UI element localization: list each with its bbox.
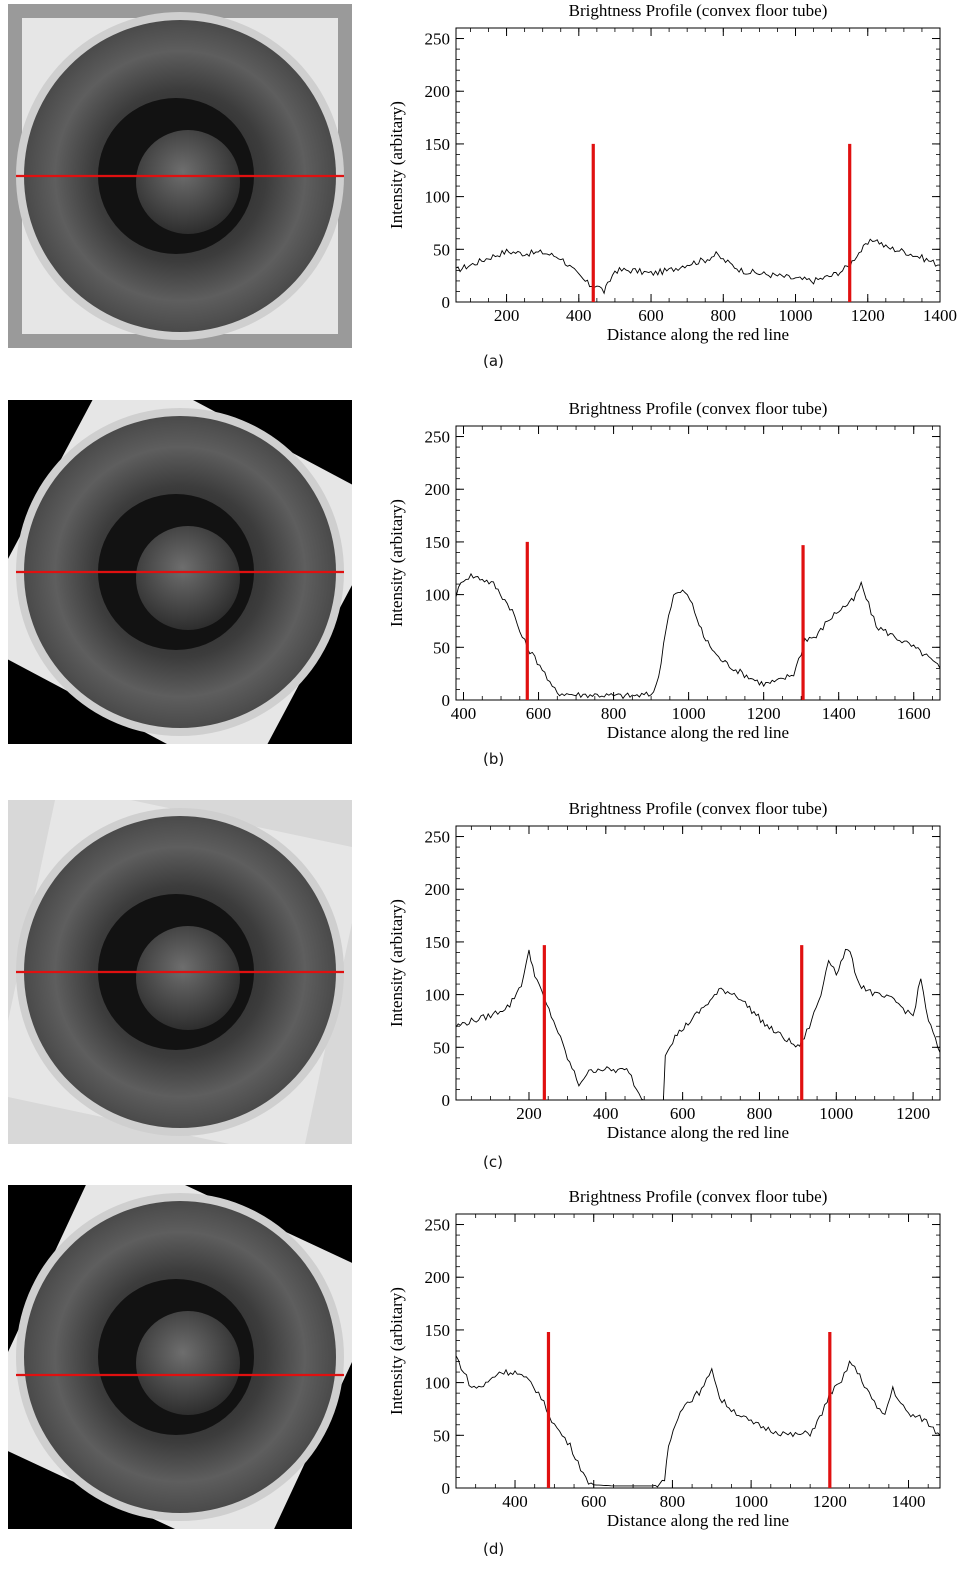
- y-axis-label: Intensity (arbitary): [387, 1287, 406, 1415]
- y-tick-label: 0: [442, 1479, 451, 1498]
- x-tick-label: 1400: [892, 1492, 926, 1511]
- panel-label: (a): [483, 352, 504, 370]
- x-tick-label: 600: [638, 306, 664, 325]
- y-tick-label: 250: [425, 30, 451, 49]
- x-tick-label: 1200: [896, 1104, 930, 1123]
- x-tick-label: 600: [670, 1104, 696, 1123]
- x-tick-label: 1400: [822, 704, 856, 723]
- x-axis-label: Distance along the red line: [607, 723, 789, 742]
- x-tick-label: 800: [747, 1104, 773, 1123]
- y-tick-label: 150: [425, 933, 451, 952]
- y-axis-label: Intensity (arbitary): [387, 499, 406, 627]
- tube-photo: [8, 4, 352, 348]
- x-tick-label: 1200: [813, 1492, 847, 1511]
- chart-title: Brightness Profile (convex floor tube): [569, 1, 828, 20]
- chart-title: Brightness Profile (convex floor tube): [569, 1187, 828, 1206]
- y-tick-label: 200: [425, 82, 451, 101]
- brightness-series-line: [455, 572, 941, 700]
- x-tick-label: 1000: [819, 1104, 853, 1123]
- plot-frame: [455, 825, 941, 1101]
- y-tick-label: 250: [425, 428, 451, 447]
- y-tick-label: 150: [425, 1321, 451, 1340]
- brightness-profile-chart: Brightness Profile (convex floor tube) 40…: [380, 1186, 960, 1586]
- x-tick-label: 1400: [923, 306, 957, 325]
- x-axis-label: Distance along the red line: [607, 325, 789, 344]
- tube-photo: [8, 1185, 352, 1529]
- y-tick-label: 200: [425, 480, 451, 499]
- y-tick-label: 50: [433, 638, 450, 657]
- y-tick-label: 150: [425, 533, 451, 552]
- x-tick-label: 400: [502, 1492, 528, 1511]
- brightness-profile-chart: Brightness Profile (convex floor tube) 20…: [380, 0, 960, 400]
- x-axis-label: Distance along the red line: [607, 1123, 789, 1142]
- brightness-series-line: [455, 1355, 941, 1488]
- y-tick-label: 50: [433, 240, 450, 259]
- y-tick-label: 100: [425, 1374, 451, 1393]
- tube-core: [136, 130, 240, 234]
- y-tick-label: 250: [425, 1216, 451, 1235]
- x-axis-label: Distance along the red line: [607, 1511, 789, 1530]
- brightness-profile-chart: Brightness Profile (convex floor tube) 20…: [380, 798, 960, 1198]
- x-tick-label: 1000: [779, 306, 813, 325]
- x-tick-label: 400: [593, 1104, 619, 1123]
- x-tick-label: 400: [451, 704, 477, 723]
- y-tick-label: 100: [425, 986, 451, 1005]
- x-tick-label: 600: [581, 1492, 607, 1511]
- y-tick-label: 0: [442, 691, 451, 710]
- y-tick-label: 50: [433, 1426, 450, 1445]
- brightness-profile-chart: Brightness Profile (convex floor tube) 40…: [380, 398, 960, 798]
- panel-label: (c): [483, 1153, 503, 1171]
- x-tick-label: 200: [516, 1104, 542, 1123]
- x-tick-label: 600: [526, 704, 552, 723]
- brightness-series-line: [455, 948, 941, 1101]
- y-tick-label: 250: [425, 828, 451, 847]
- y-tick-label: 150: [425, 135, 451, 154]
- y-tick-label: 100: [425, 586, 451, 605]
- y-tick-label: 100: [425, 188, 451, 207]
- y-tick-label: 0: [442, 293, 451, 312]
- y-tick-label: 0: [442, 1091, 451, 1110]
- x-tick-label: 800: [601, 704, 627, 723]
- panel-label: (d): [483, 1540, 505, 1558]
- tube-core: [136, 526, 240, 630]
- x-tick-label: 400: [566, 306, 592, 325]
- panel-label: (b): [483, 750, 505, 768]
- x-tick-label: 1000: [734, 1492, 768, 1511]
- tube-photo: [8, 800, 352, 1144]
- y-tick-label: 50: [433, 1038, 450, 1057]
- x-tick-label: 1600: [897, 704, 931, 723]
- x-tick-label: 800: [711, 306, 737, 325]
- x-tick-label: 200: [494, 306, 520, 325]
- x-tick-label: 800: [660, 1492, 686, 1511]
- y-axis-label: Intensity (arbitary): [387, 101, 406, 229]
- chart-title: Brightness Profile (convex floor tube): [569, 399, 828, 418]
- plot-frame: [455, 1213, 941, 1489]
- x-tick-label: 1200: [747, 704, 781, 723]
- plot-frame: [455, 27, 941, 303]
- x-tick-label: 1000: [672, 704, 706, 723]
- y-tick-label: 200: [425, 880, 451, 899]
- tube-photo: [8, 400, 352, 744]
- chart-title: Brightness Profile (convex floor tube): [569, 799, 828, 818]
- y-axis-label: Intensity (arbitary): [387, 899, 406, 1027]
- brightness-series-line: [455, 238, 940, 295]
- tube-core: [136, 926, 240, 1030]
- x-tick-label: 1200: [851, 306, 885, 325]
- tube-core: [136, 1311, 240, 1415]
- y-tick-label: 200: [425, 1268, 451, 1287]
